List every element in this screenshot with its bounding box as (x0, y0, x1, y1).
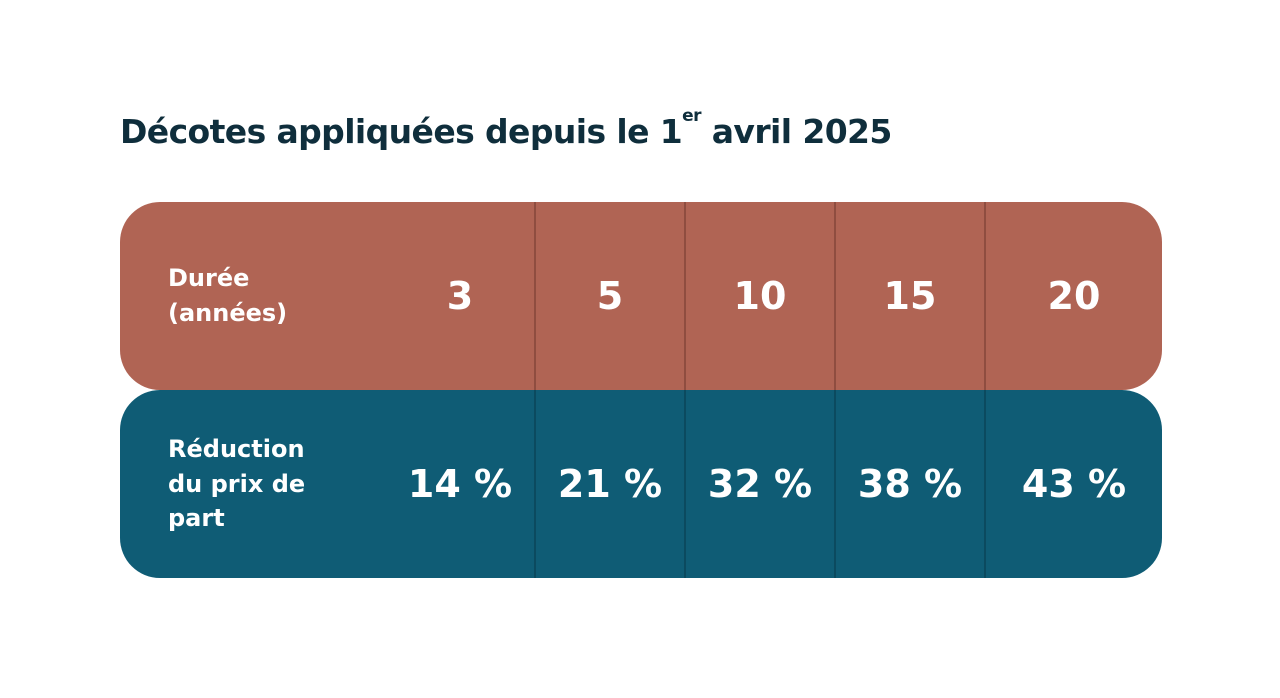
table-row-duree: Durée (années) 3 5 10 15 20 (120, 202, 1162, 390)
cell-duree-15: 15 (834, 202, 984, 390)
cell-reduction-14: 14 % (407, 462, 513, 506)
cell-reduction-32: 32 % (684, 390, 834, 578)
cell-reduction-43: 43 % (984, 390, 1162, 578)
title-text: Décotes appliquées depuis le 1 (120, 112, 683, 151)
cell-duree-3: 3 (446, 274, 474, 318)
cell-reduction-21: 21 % (534, 390, 684, 578)
table-row-reduction: Réduction du prix de part 14 % 21 % 32 %… (120, 390, 1162, 578)
title-superscript: er (682, 106, 701, 126)
cell-duree-5: 5 (534, 202, 684, 390)
page-title: Décotes appliquées depuis le 1er avril 2… (120, 108, 893, 152)
cell-duree-10: 10 (684, 202, 834, 390)
row-header-reduction: Réduction du prix de part (168, 434, 306, 533)
row-header-duree: Durée (années) (168, 264, 288, 327)
cell-duree-20: 20 (984, 202, 1162, 390)
cell-reduction-38: 38 % (834, 390, 984, 578)
title-text-end: avril 2025 (700, 112, 893, 151)
